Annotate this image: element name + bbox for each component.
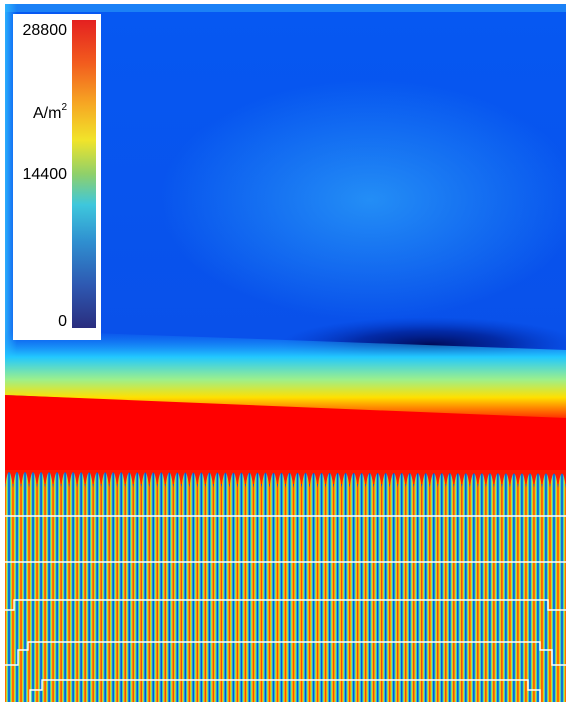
conductor-stripe bbox=[357, 472, 366, 702]
conductor-stripe bbox=[181, 472, 190, 702]
conductor-stripe bbox=[237, 472, 246, 702]
conductor-stripe bbox=[253, 472, 262, 702]
conductor-stripe bbox=[301, 472, 310, 702]
conductor-stripe bbox=[245, 472, 254, 702]
conductor-stripe bbox=[117, 472, 126, 702]
colorbar-legend: 28800 A/m2 14400 0 bbox=[13, 14, 101, 340]
conductor-stripe bbox=[533, 473, 542, 702]
conductor-stripe bbox=[213, 472, 222, 702]
conductor-stripe bbox=[389, 473, 398, 702]
outline-step bbox=[5, 599, 566, 611]
conductor-stripe bbox=[141, 472, 150, 702]
conductor-stripe bbox=[461, 473, 470, 702]
conductor-stripe bbox=[557, 473, 566, 702]
conductor-stripe bbox=[197, 472, 206, 702]
conductor-stripe bbox=[405, 473, 414, 702]
high-density-band bbox=[5, 395, 566, 470]
conductor-stripe bbox=[69, 472, 78, 702]
conductor-stripe bbox=[269, 472, 278, 702]
conductor-stripe bbox=[133, 472, 142, 702]
conductor-stripe bbox=[421, 473, 430, 702]
conductor-stripe bbox=[229, 472, 238, 702]
conductor-outlines bbox=[5, 515, 566, 702]
colorbar-mid-label: 14400 bbox=[22, 166, 68, 183]
outline-step bbox=[29, 679, 541, 702]
transition-band bbox=[5, 330, 566, 420]
conductor-stripe bbox=[293, 472, 302, 702]
conductor-stripe bbox=[381, 473, 390, 702]
conductor-stripe bbox=[109, 472, 118, 702]
conductor-stripe bbox=[93, 472, 102, 702]
conductor-stripe bbox=[333, 472, 342, 702]
conductor-stripe bbox=[21, 472, 30, 702]
conductor-stripe bbox=[429, 473, 438, 702]
colorbar-unit-label: A/m2 bbox=[33, 102, 67, 123]
conductor-stripe bbox=[493, 473, 502, 702]
conductor-stripe bbox=[485, 473, 494, 702]
conductor-stripe bbox=[549, 473, 558, 702]
conductor-stripe bbox=[501, 473, 510, 702]
conductor-stripe bbox=[509, 473, 518, 702]
conductor-stripe bbox=[349, 472, 358, 702]
conductor-stripe bbox=[13, 472, 22, 702]
top-edge-glow bbox=[5, 4, 566, 12]
conductor-stripe bbox=[437, 473, 446, 702]
conductor-stripe bbox=[53, 472, 62, 702]
conductor-stripe bbox=[373, 472, 382, 702]
conductor-stripe bbox=[413, 473, 422, 702]
colorbar-gradient bbox=[72, 20, 96, 328]
conductor-stripe bbox=[205, 472, 214, 702]
conductor-stripe bbox=[453, 473, 462, 702]
colorbar-max-label: 28800 bbox=[22, 22, 68, 39]
conductor-stripe bbox=[165, 472, 174, 702]
conductor-stripe bbox=[477, 473, 486, 702]
conductor-stripe bbox=[221, 472, 230, 702]
conductor-stripe bbox=[37, 472, 46, 702]
unit-base: A/m bbox=[32, 105, 62, 122]
conductor-stripe bbox=[5, 472, 14, 702]
conductor-stripe bbox=[173, 472, 182, 702]
conductor-stripe bbox=[101, 472, 110, 702]
conductor-stripe bbox=[309, 472, 318, 702]
conductor-stripe bbox=[125, 472, 134, 702]
light-region bbox=[160, 80, 566, 320]
conductor-stripe bbox=[29, 472, 38, 702]
colorbar-min-label: 0 bbox=[58, 313, 67, 330]
conductor-stripe bbox=[85, 472, 94, 702]
conductor-stripe bbox=[189, 472, 198, 702]
conductor-stripe bbox=[317, 472, 326, 702]
conductor-stripe bbox=[61, 472, 70, 702]
unit-exponent: 2 bbox=[61, 102, 67, 113]
conductor-stripe bbox=[445, 473, 454, 702]
conductor-stripe bbox=[541, 473, 550, 702]
conductor-stripes bbox=[5, 470, 566, 702]
conductor-stripe bbox=[277, 472, 286, 702]
conductor-stripe bbox=[77, 472, 86, 702]
conductor-stripe bbox=[365, 472, 374, 702]
outline-step bbox=[5, 641, 566, 666]
conductor-stripe bbox=[157, 472, 166, 702]
conductor-stripe bbox=[325, 472, 334, 702]
conductor-stripe bbox=[285, 472, 294, 702]
conductor-stripe bbox=[397, 473, 406, 702]
conductor-stripe bbox=[149, 472, 158, 702]
conductor-stripe bbox=[525, 473, 534, 702]
conductor-stripe bbox=[341, 472, 350, 702]
conductor-stripe bbox=[517, 473, 526, 702]
conductor-stripe bbox=[45, 472, 54, 702]
conductor-stripe bbox=[469, 473, 478, 702]
conductor-stripe bbox=[261, 472, 270, 702]
